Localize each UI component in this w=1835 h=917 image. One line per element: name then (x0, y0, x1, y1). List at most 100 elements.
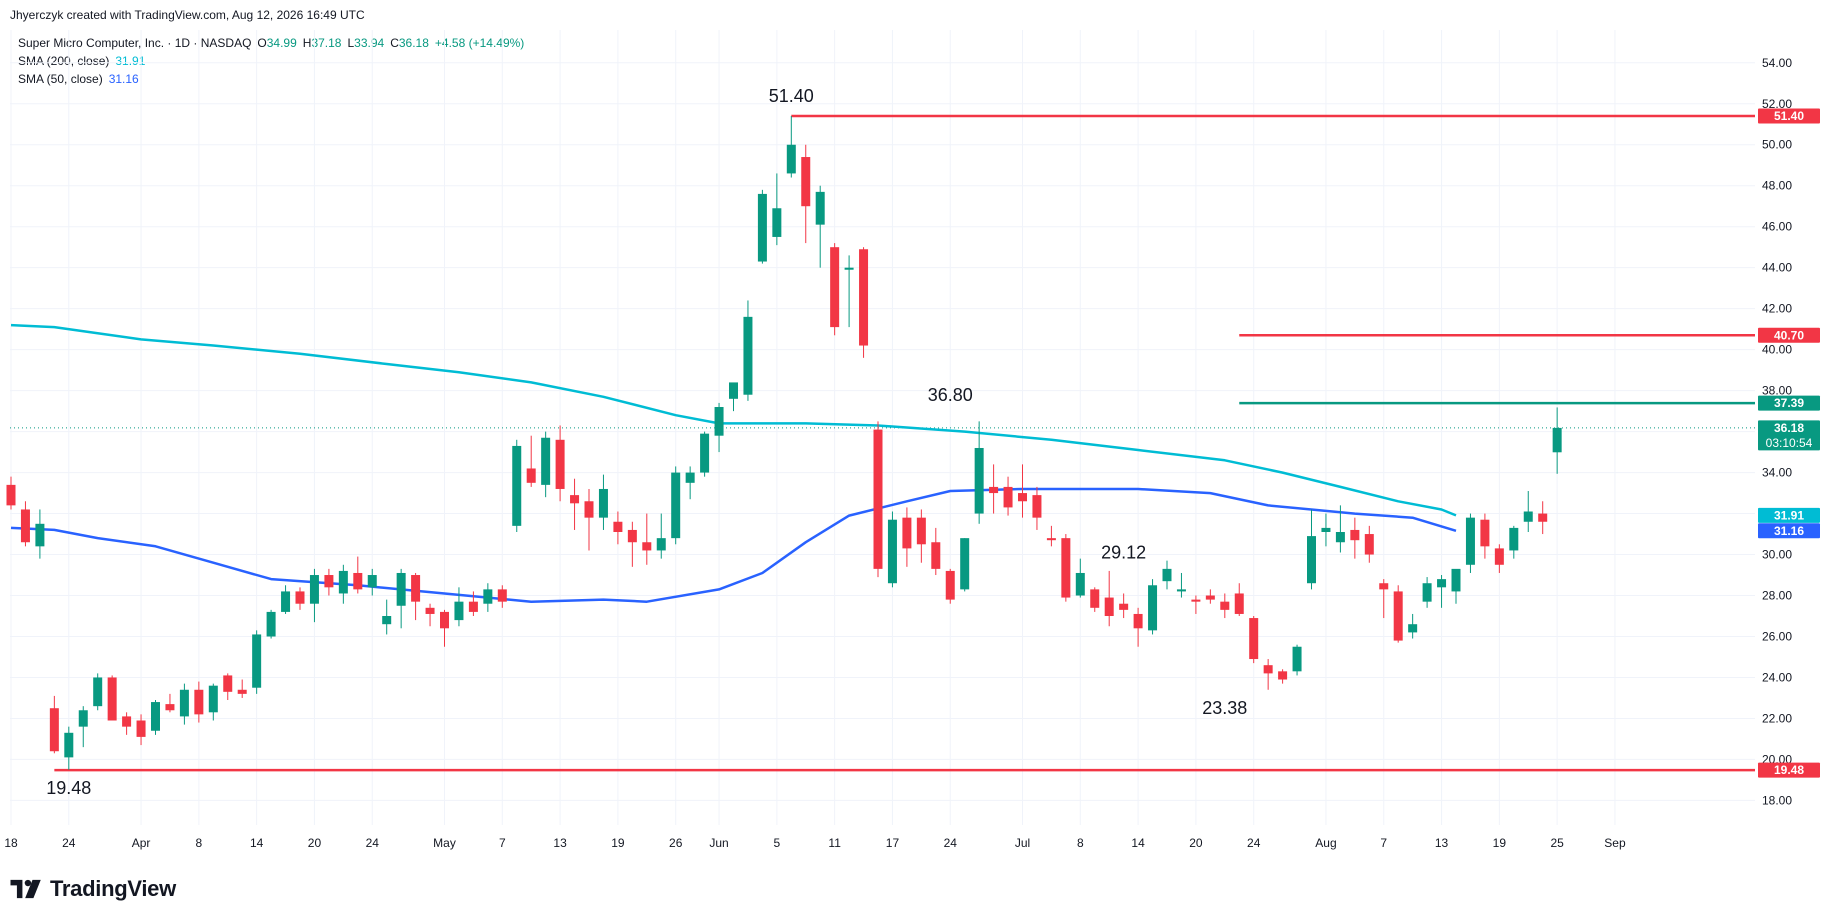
candle-body (1104, 597, 1114, 617)
candle-body (873, 429, 883, 569)
candle-body (1335, 531, 1345, 543)
legend-sma200-row[interactable]: SMA (200, close) 31.91 (18, 52, 524, 70)
candle-body (1350, 529, 1360, 541)
x-tick-label: 17 (886, 836, 900, 850)
level-price-tag: 37.39 (1774, 396, 1804, 410)
y-tick-label: 44.00 (1762, 261, 1792, 275)
level-price-tag-bg (1758, 327, 1820, 343)
price-annotation: 36.80 (928, 385, 973, 405)
candle-body (165, 704, 175, 711)
candle-body (151, 702, 160, 731)
candle-body (1307, 536, 1316, 584)
y-tick-label: 18.00 (1762, 793, 1792, 807)
legend-title: Super Micro Computer, Inc. · 1D · NASDAQ (18, 36, 252, 50)
candle-body (902, 517, 912, 549)
candle-body (440, 611, 449, 629)
candle-body (396, 572, 406, 606)
candle-body (1032, 495, 1042, 518)
legend-sma50-row[interactable]: SMA (50, close) 31.16 (18, 70, 524, 88)
candle-body (35, 523, 45, 547)
chart-credit: Jhyerczyk created with TradingView.com, … (10, 8, 365, 22)
x-tick-label: 13 (1435, 836, 1449, 850)
x-tick-label: 19 (1493, 836, 1507, 850)
candle-body (295, 591, 305, 604)
x-tick-label: Aug (1315, 836, 1336, 850)
candle-body (1133, 613, 1143, 629)
candle-body (512, 445, 522, 526)
candle-body (1379, 583, 1389, 590)
sma-price-tag-bg (1758, 507, 1820, 523)
price-annotation: 51.40 (769, 86, 814, 106)
candle-body (714, 407, 724, 436)
price-annotation: 23.38 (1202, 698, 1247, 718)
candle-body (989, 486, 999, 494)
candle-body (1465, 517, 1475, 565)
candle-body (382, 616, 392, 625)
candle-body (78, 710, 88, 727)
x-tick-label: Apr (132, 836, 151, 850)
candle-body (830, 247, 840, 328)
candle-body (1176, 589, 1186, 592)
sma-price-tag: 31.16 (1774, 524, 1804, 538)
x-tick-label: 20 (308, 836, 322, 850)
candle-body (1119, 603, 1129, 610)
candle-body (671, 472, 681, 539)
candle-body (1451, 568, 1461, 592)
y-tick-label: 40.00 (1762, 343, 1792, 357)
legend-sma50-label: SMA (50, close) (18, 72, 103, 86)
candle-body (237, 689, 247, 694)
candle-body (1422, 583, 1432, 602)
candle-body (1552, 427, 1562, 453)
y-tick-label: 38.00 (1762, 384, 1792, 398)
x-tick-label: 11 (828, 836, 841, 850)
candle-body (1480, 519, 1490, 547)
candle-body (179, 689, 189, 717)
x-tick-label: 7 (499, 836, 506, 850)
candle-body (208, 685, 218, 713)
candle-body (1162, 568, 1172, 582)
x-tick-label: 14 (250, 836, 264, 850)
candle-body (555, 439, 565, 489)
candle-body (815, 191, 825, 225)
candle-body (1509, 527, 1519, 551)
level-price-tag: 19.48 (1774, 763, 1804, 777)
candle-body (338, 570, 348, 594)
sma-price-tag-bg (1758, 523, 1820, 539)
x-tick-label: May (433, 836, 456, 850)
candle-body (425, 607, 435, 614)
y-tick-label: 50.00 (1762, 138, 1792, 152)
candle-body (1321, 527, 1331, 532)
candle-body (49, 708, 59, 752)
y-tick-label: 30.00 (1762, 548, 1792, 562)
candle-body (1018, 493, 1027, 502)
candle-body (309, 575, 319, 604)
y-tick-label: 26.00 (1762, 629, 1792, 643)
x-tick-label: 24 (944, 836, 958, 850)
candle-body (1437, 579, 1447, 588)
candle-body (844, 267, 854, 270)
candle-body (223, 675, 233, 692)
y-tick-label: 22.00 (1762, 711, 1792, 725)
sma-price-tag: 31.91 (1774, 508, 1804, 522)
tradingview-brand[interactable]: TradingView (10, 876, 176, 902)
candle-body (743, 316, 753, 395)
candle-body (1046, 538, 1056, 541)
candle-body (685, 472, 695, 483)
x-tick-label: Sep (1604, 836, 1626, 850)
candle-body (281, 591, 291, 612)
candle-body (64, 732, 74, 758)
candle-body (1364, 534, 1374, 555)
candle-body (252, 634, 262, 688)
legend-sma200-label: SMA (200, close) (18, 54, 110, 68)
last-price-tag-countdown: 03:10:54 (1766, 436, 1813, 450)
x-tick-label: 24 (62, 836, 76, 850)
candle-body (194, 689, 204, 715)
legend-high: H37.18 (302, 36, 342, 50)
candle-body (136, 720, 146, 737)
level-price-tag-bg (1758, 395, 1820, 411)
candle-body (1292, 646, 1302, 672)
x-tick-label: 20 (1189, 836, 1203, 850)
y-tick-label: 42.00 (1762, 302, 1792, 316)
y-tick-label: 24.00 (1762, 670, 1792, 684)
